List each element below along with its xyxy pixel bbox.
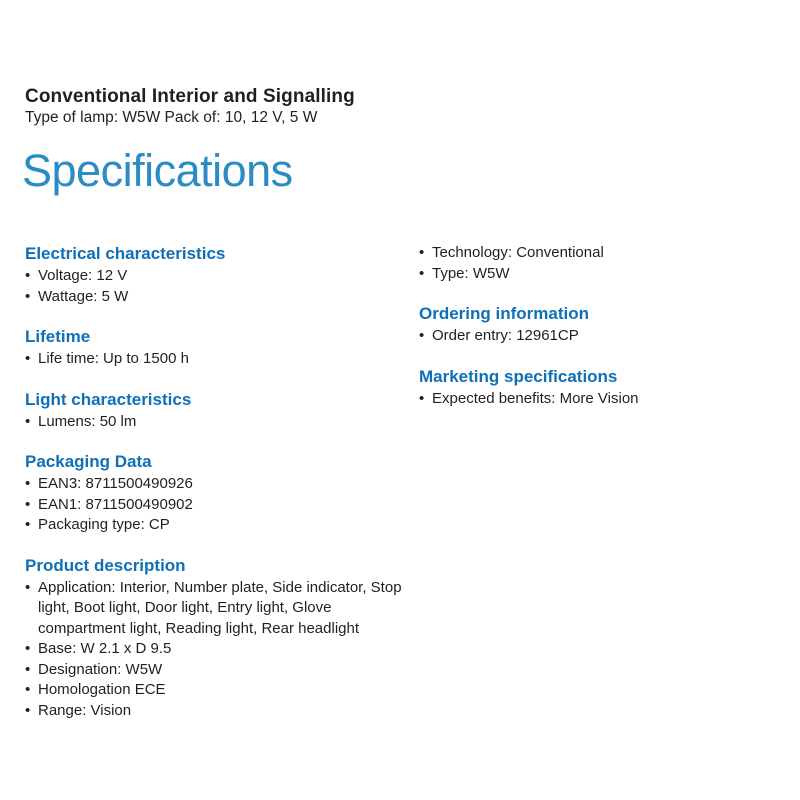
- section-marketing-specifications: Marketing specifications Expected benefi…: [418, 366, 776, 410]
- spec-item: Type: W5W: [418, 264, 776, 285]
- spec-item: Expected benefits: More Vision: [418, 389, 776, 410]
- spec-item: Voltage: 12 V: [24, 266, 418, 287]
- section-heading: Ordering information: [419, 304, 589, 323]
- section-packaging-data: Packaging Data EAN3: 8711500490926 EAN1:…: [24, 451, 418, 536]
- spec-list: Expected benefits: More Vision: [418, 389, 776, 410]
- spec-list: EAN3: 8711500490926 EAN1: 8711500490902 …: [24, 474, 418, 536]
- spec-item: Technology: Conventional: [418, 243, 776, 264]
- section-heading: Product description: [25, 555, 186, 575]
- section-heading: Marketing specifications: [419, 366, 618, 386]
- spec-list: Lumens: 50 lm: [24, 412, 418, 433]
- spec-item: Order entry: 12961CP: [418, 326, 776, 347]
- spec-list: Order entry: 12961CP: [418, 326, 776, 347]
- section-electrical-characteristics: Electrical characteristics Voltage: 12 V…: [24, 243, 418, 307]
- product-subtitle: Type of lamp: W5W Pack of: 10, 12 V, 5 W: [25, 109, 318, 126]
- section-heading: Electrical characteristics: [25, 244, 226, 263]
- section-general-continued: Technology: Conventional Type: W5W: [418, 243, 776, 284]
- section-ordering-information: Ordering information Order entry: 12961C…: [418, 303, 776, 347]
- spec-item: EAN1: 8711500490902: [24, 495, 418, 516]
- page-title: Specifications: [22, 145, 293, 196]
- spec-item: Application: Interior, Number plate, Sid…: [24, 578, 418, 640]
- section-heading: Light characteristics: [25, 389, 192, 409]
- spec-item: Designation: W5W: [24, 660, 418, 681]
- product-title: Conventional Interior and Signalling: [25, 86, 355, 107]
- spec-item: Wattage: 5 W: [24, 287, 418, 308]
- spec-item: Life time: Up to 1500 h: [24, 349, 418, 370]
- spec-list: Technology: Conventional Type: W5W: [418, 243, 776, 284]
- section-product-description: Product description Application: Interio…: [24, 555, 418, 722]
- spec-list: Application: Interior, Number plate, Sid…: [24, 578, 418, 722]
- spec-item: Packaging type: CP: [24, 515, 418, 536]
- spec-columns: Electrical characteristics Voltage: 12 V…: [24, 243, 776, 740]
- section-lifetime: Lifetime Life time: Up to 1500 h: [24, 326, 418, 370]
- column-right: Technology: Conventional Type: W5W Order…: [418, 243, 776, 740]
- spec-item: Base: W 2.1 x D 9.5: [24, 639, 418, 660]
- column-left: Electrical characteristics Voltage: 12 V…: [24, 243, 418, 740]
- spec-item: Homologation ECE: [24, 680, 418, 701]
- spec-item: Range: Vision: [24, 701, 418, 722]
- spec-list: Life time: Up to 1500 h: [24, 349, 418, 370]
- section-heading: Packaging Data: [25, 452, 152, 471]
- section-heading: Lifetime: [25, 327, 91, 346]
- spec-list: Voltage: 12 V Wattage: 5 W: [24, 266, 418, 307]
- section-light-characteristics: Light characteristics Lumens: 50 lm: [24, 389, 418, 433]
- spec-item: Lumens: 50 lm: [24, 412, 418, 433]
- spec-item: EAN3: 8711500490926: [24, 474, 418, 495]
